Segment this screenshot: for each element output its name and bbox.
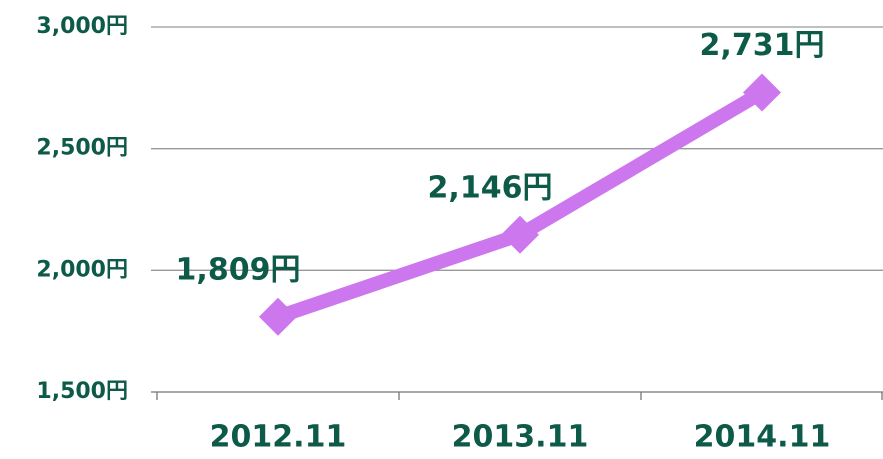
marker — [743, 73, 781, 112]
x-tick-label: 2014.11 — [694, 420, 831, 455]
y-tick-label: 1,500円 — [36, 379, 128, 404]
data-label: 2,146円 — [428, 170, 553, 205]
marker — [259, 297, 297, 336]
marker — [501, 215, 539, 254]
x-tick-label: 2013.11 — [452, 420, 589, 455]
data-label: 2,731円 — [700, 28, 825, 63]
data-label: 1,809円 — [176, 252, 301, 287]
y-tick-label: 2,000円 — [36, 257, 128, 282]
x-tick-label: 2012.11 — [210, 420, 347, 455]
y-tick-label: 3,000円 — [36, 14, 128, 39]
y-tick-label: 2,500円 — [36, 136, 128, 161]
